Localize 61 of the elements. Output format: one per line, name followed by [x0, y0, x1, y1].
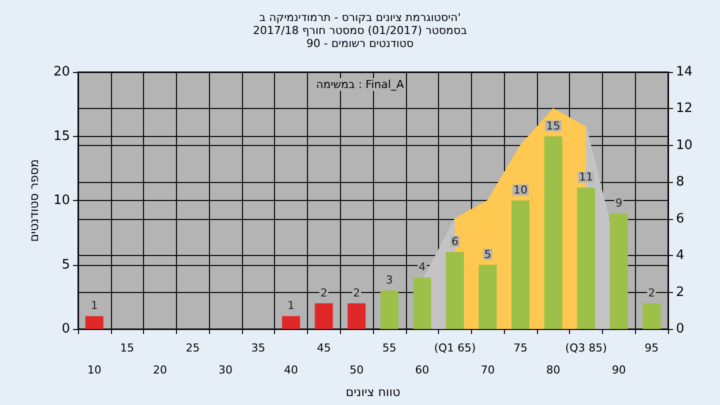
- x-tick-label: 40: [284, 364, 298, 376]
- bar: [85, 316, 104, 329]
- data-label: 4: [418, 260, 426, 274]
- bar: [478, 264, 497, 329]
- x-tick-label: 35: [251, 342, 266, 354]
- x-tick-label: (Q3 85): [565, 342, 607, 354]
- y-tick-label: 10: [53, 193, 70, 208]
- x-tick-label: 20: [152, 364, 167, 376]
- bar: [577, 188, 596, 329]
- data-label: 2: [648, 286, 656, 300]
- data-label: 15: [546, 119, 560, 132]
- data-label: 10: [514, 184, 528, 196]
- x-tick-label: 15: [120, 342, 134, 354]
- bar: [348, 303, 366, 329]
- x-tick-label: 80: [546, 364, 560, 376]
- data-label: 2: [320, 286, 328, 300]
- data-label: 1: [90, 299, 98, 312]
- x-axis-title: טווח ציונים: [346, 384, 400, 399]
- y2-tick-label: 4: [676, 248, 684, 264]
- x-tick-label: 95: [644, 342, 659, 354]
- x-tick-label: 25: [186, 342, 200, 354]
- y2-tick-label: 10: [676, 138, 693, 153]
- y2-tick-label: 2: [676, 284, 684, 300]
- bar: [314, 303, 333, 329]
- data-label: 1: [288, 299, 295, 312]
- bar: [282, 316, 300, 329]
- y2-tick-label: 8: [676, 174, 684, 190]
- x-tick-label: 75: [514, 342, 528, 354]
- y-tick-label: 20: [53, 64, 70, 80]
- y-tick-label: 5: [62, 257, 70, 272]
- bar: [544, 136, 562, 329]
- bar: [380, 290, 398, 329]
- data-label: 9: [615, 196, 622, 210]
- data-label: 5: [484, 248, 492, 261]
- data-label: 3: [386, 273, 393, 286]
- x-tick-label: 10: [87, 364, 102, 376]
- data-label: 11: [579, 170, 594, 184]
- x-tick-label: 60: [415, 364, 430, 376]
- y2-tick-label: 12: [676, 101, 693, 116]
- bar: [446, 252, 464, 329]
- bar: [413, 278, 432, 329]
- y-axis-title: מספר סטודנטים: [27, 159, 41, 242]
- annotation: במשימה : Final_A: [316, 78, 404, 91]
- y2-tick-label: 6: [676, 211, 684, 226]
- y-tick-label: 0: [62, 322, 70, 336]
- bar: [642, 303, 661, 329]
- x-tick-label: 50: [350, 364, 364, 376]
- data-label: 6: [451, 234, 458, 248]
- y2-tick-label: 0: [676, 322, 684, 336]
- y2-tick-label: 14: [676, 64, 693, 80]
- y-tick-label: 15: [53, 128, 70, 144]
- bar: [511, 200, 530, 329]
- x-tick-label: 55: [382, 342, 396, 354]
- x-tick-label: 70: [480, 364, 495, 376]
- x-tick-label: (Q1 65): [434, 342, 476, 354]
- chart-title: היסטוגרמת ציונים בקורס - תרמודינמיקה ב' בסמסטר (01/2017) סמסטר חורף 2017/18 סטודנטים רשומים - 90: [253, 11, 467, 50]
- bar: [610, 213, 628, 329]
- x-tick-label: 45: [316, 342, 331, 354]
- x-tick-label: 30: [218, 364, 232, 376]
- x-tick-label: 90: [612, 364, 626, 376]
- data-label: 2: [353, 286, 360, 300]
